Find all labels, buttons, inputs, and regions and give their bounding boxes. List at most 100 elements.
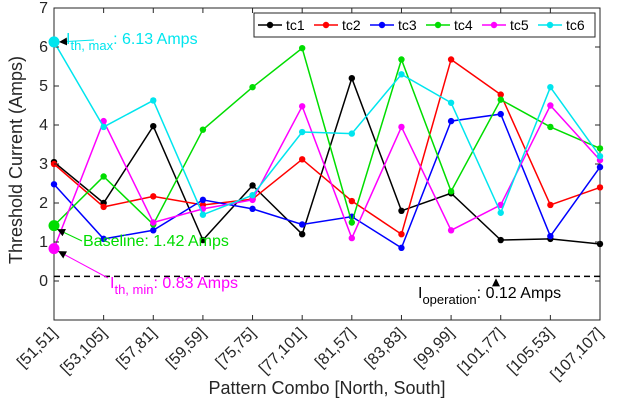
data-point-tc2 <box>547 201 554 209</box>
legend-label: tc4 <box>454 17 473 33</box>
data-point-tc3 <box>596 163 604 171</box>
legend-item-tc3: tc3 <box>370 17 417 33</box>
imax-marker <box>48 36 60 48</box>
data-point-tc3 <box>447 117 455 125</box>
data-point-tc4 <box>547 123 554 131</box>
series-tc6 <box>50 38 604 218</box>
data-point-tc2 <box>348 197 356 205</box>
data-point-tc3 <box>249 205 256 213</box>
annotation-arrow-imax <box>59 37 95 46</box>
data-point-tc5 <box>547 102 554 109</box>
series-tc3 <box>50 110 604 252</box>
annotation-iop: Ioperation: 0.12 Amps <box>418 285 561 307</box>
data-point-tc1 <box>398 207 405 214</box>
x-tick-label: [101,77] <box>455 325 508 378</box>
data-point-tc1 <box>348 75 356 82</box>
series-tc4 <box>50 44 604 229</box>
data-point-tc3 <box>150 227 157 234</box>
legend-swatch-marker <box>546 21 554 29</box>
annotation-arrow-imin <box>58 251 109 279</box>
y-tick-label: 2 <box>39 195 48 212</box>
legend-swatch-marker <box>266 21 274 29</box>
x-tick-label: [83,83] <box>362 325 409 372</box>
y-tick-label: 0 <box>39 273 48 290</box>
y-tick-label: 5 <box>39 78 48 95</box>
data-point-tc5 <box>398 123 405 131</box>
plot-area <box>53 7 601 321</box>
data-point-tc3 <box>50 181 58 188</box>
legend-label: tc1 <box>286 17 305 33</box>
x-tick-label: [57,81] <box>113 325 160 372</box>
series-line-tc1 <box>53 75 601 245</box>
data-point-tc5 <box>249 196 256 204</box>
legend-item-tc6: tc6 <box>538 17 585 33</box>
legend-swatch-marker <box>490 21 498 29</box>
data-point-tc6 <box>348 130 356 137</box>
data-point-tc6 <box>298 128 306 136</box>
data-point-tc6 <box>398 71 405 78</box>
legend-item-tc4: tc4 <box>426 17 473 33</box>
y-axis-title: Threshold Current (Amps) <box>6 56 26 264</box>
legend-label: tc5 <box>510 17 529 33</box>
data-point-tc1 <box>150 122 157 130</box>
data-point-tc6 <box>547 83 554 91</box>
data-point-tc5 <box>447 227 455 234</box>
data-point-tc4 <box>199 126 207 133</box>
legend-item-tc1: tc1 <box>258 17 305 33</box>
data-point-tc6 <box>497 209 504 216</box>
data-point-tc4 <box>100 173 107 180</box>
data-point-tc2 <box>298 156 306 163</box>
data-point-tc2 <box>398 231 405 238</box>
legend-item-tc2: tc2 <box>314 17 361 33</box>
series-line-tc6 <box>53 41 601 216</box>
x-tick-label: [107,107] <box>548 325 607 384</box>
data-point-tc2 <box>497 91 504 98</box>
data-point-tc4 <box>348 219 356 226</box>
annotation-arrow-baseline <box>57 229 83 242</box>
data-point-tc6 <box>100 123 107 131</box>
data-point-tc3 <box>100 235 107 243</box>
data-point-tc5 <box>150 219 157 226</box>
legend-swatch-marker <box>434 21 442 29</box>
data-point-tc2 <box>150 193 157 200</box>
data-point-tc4 <box>298 44 306 52</box>
data-point-tc4 <box>398 56 405 63</box>
legend-label: tc6 <box>566 17 585 33</box>
data-point-tc3 <box>398 244 405 252</box>
legend-swatch-marker <box>322 21 330 29</box>
data-point-tc4 <box>249 83 256 91</box>
data-point-tc3 <box>298 221 306 228</box>
annotation-imin: Ith, min: 0.83 Amps <box>110 275 238 297</box>
data-point-tc2 <box>447 56 455 63</box>
data-point-tc1 <box>497 236 504 244</box>
legend-label: tc3 <box>398 17 417 33</box>
data-point-tc6 <box>249 192 256 199</box>
annotation-imax: Ith, max: 6.13 Amps <box>66 31 198 53</box>
baseline-marker <box>48 220 60 232</box>
x-tick-label: [99,99] <box>411 325 458 372</box>
data-point-tc6 <box>199 211 207 218</box>
data-point-tc6 <box>447 99 455 106</box>
y-tick-label: 1 <box>39 234 48 251</box>
data-point-tc4 <box>596 145 604 152</box>
data-point-tc4 <box>497 96 504 103</box>
data-point-tc3 <box>199 196 207 204</box>
data-point-tc1 <box>199 236 207 244</box>
data-point-tc5 <box>348 234 356 242</box>
data-point-tc4 <box>447 188 455 195</box>
legend-label: tc2 <box>342 17 361 33</box>
series-line-tc5 <box>53 104 601 249</box>
series-line-tc4 <box>53 46 601 227</box>
x-tick-label: [75,75] <box>213 325 260 372</box>
series-line-tc2 <box>53 58 601 236</box>
imin-marker <box>48 243 60 255</box>
data-point-tc1 <box>249 182 256 189</box>
x-tick-label: [77,101] <box>256 325 309 378</box>
x-tick-label: [53,105] <box>58 325 111 378</box>
data-point-tc2 <box>596 184 604 191</box>
y-tick-label: 7 <box>39 0 48 17</box>
x-tick-label: [59,59] <box>163 325 210 372</box>
data-point-tc3 <box>497 110 504 118</box>
legend-item-tc5: tc5 <box>482 17 529 33</box>
